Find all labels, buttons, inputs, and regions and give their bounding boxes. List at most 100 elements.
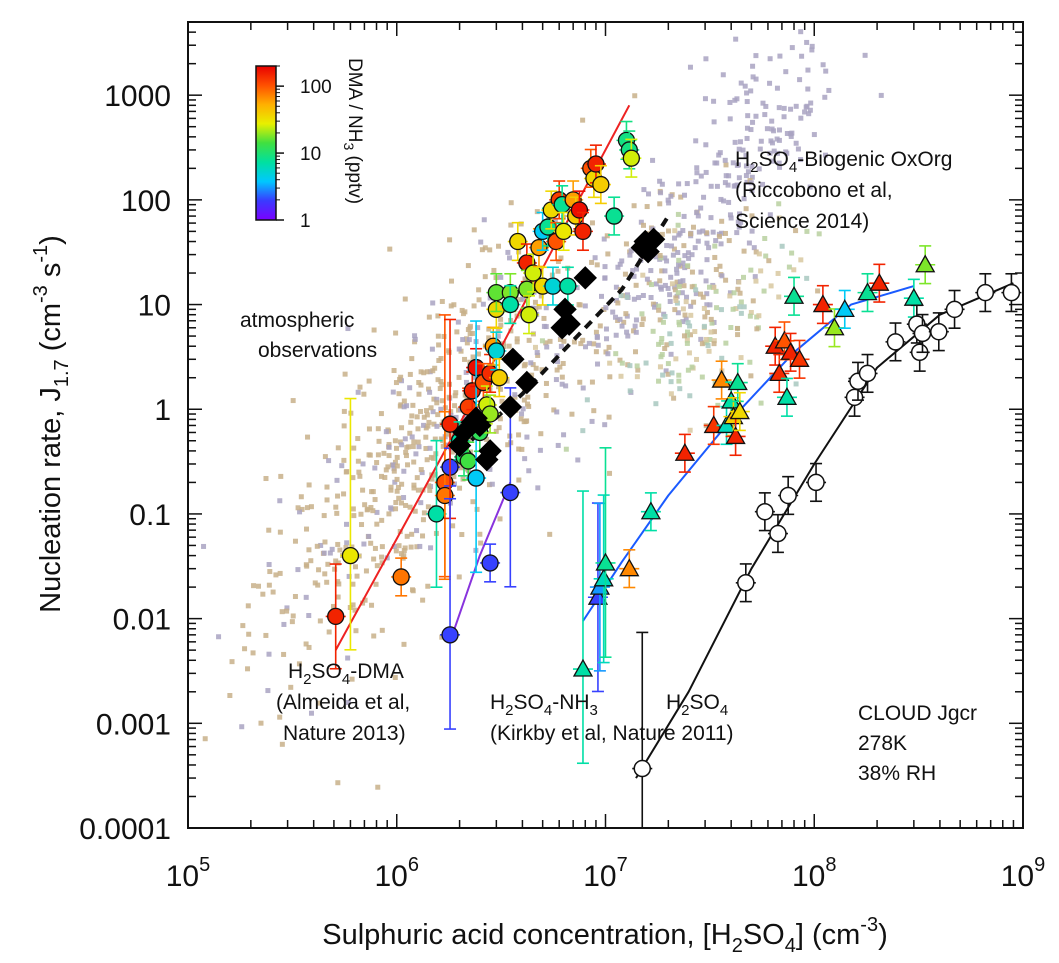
atmospheric-observation-point <box>757 146 763 152</box>
data-point-diamond <box>515 370 539 395</box>
atmospheric-observation-point <box>498 322 504 328</box>
atmospheric-observation-point <box>624 313 630 319</box>
atmospheric-observation-point <box>658 339 664 345</box>
atmospheric-observation-point <box>463 369 469 375</box>
atmospheric-observation-point <box>391 368 397 374</box>
atmospheric-observation-point <box>693 287 699 293</box>
atmospheric-observation-point <box>394 445 400 451</box>
atmospheric-observation-point <box>245 666 251 672</box>
atmospheric-observation-point <box>734 96 740 102</box>
atmospheric-observation-point <box>451 481 457 487</box>
atmospheric-observation-point <box>734 230 740 236</box>
atmospheric-observation-point <box>648 294 654 300</box>
atmospheric-observation-point <box>284 605 290 611</box>
atmospheric-observation-point <box>409 356 415 362</box>
atmospheric-observation-point <box>335 445 341 451</box>
atmospheric-observation-point <box>769 140 775 146</box>
atmospheric-observation-point <box>672 287 678 293</box>
atmospheric-observation-point <box>744 90 750 96</box>
data-point-triangle <box>729 401 750 420</box>
atmospheric-observation-point <box>676 322 682 328</box>
atmospheric-observation-point <box>392 438 398 444</box>
atmospheric-observation-point <box>657 317 663 323</box>
atmospheric-observation-point <box>396 391 402 397</box>
atmospheric-observation-point <box>414 544 420 550</box>
atmospheric-observation-point <box>735 286 741 292</box>
atmospheric-observation-point <box>481 217 487 223</box>
atmospheric-observation-point <box>401 641 407 647</box>
atmospheric-observation-point <box>444 431 450 437</box>
atmospheric-observation-point <box>456 574 462 580</box>
atmospheric-observation-point <box>760 181 766 187</box>
atmospheric-observation-point <box>541 315 547 321</box>
atmospheric-observation-point <box>680 278 686 284</box>
atmospheric-observation-point <box>521 419 527 425</box>
atmospheric-observation-point <box>633 349 639 355</box>
atmospheric-observation-point <box>374 563 380 569</box>
atmospheric-observation-point <box>676 284 682 290</box>
atmospheric-observation-point <box>662 268 668 274</box>
atmospheric-observation-point <box>383 467 389 473</box>
atmospheric-observation-point <box>418 500 424 506</box>
data-point-open-circle <box>1002 283 1021 302</box>
atmospheric-observation-point <box>351 513 357 519</box>
atmospheric-observation-point <box>547 531 553 537</box>
atmospheric-observation-point <box>675 290 681 296</box>
atmospheric-observation-point <box>361 541 367 547</box>
data-point-diamond <box>478 439 502 463</box>
atmospheric-observation-point <box>676 372 682 378</box>
atmospheric-observation-point <box>467 331 473 337</box>
atmospheric-observation-point <box>619 323 625 329</box>
atmospheric-observation-point <box>698 291 704 297</box>
atmospheric-observation-point <box>728 215 734 221</box>
atmospheric-observation-point <box>362 597 368 603</box>
h2so4-label: H2SO4 <box>666 691 728 719</box>
atmospheric-observation-point <box>698 173 704 179</box>
atmospheric-observation-point <box>693 138 699 144</box>
atmospheric-observation-point <box>539 338 545 344</box>
atmospheric-observation-point <box>402 296 408 302</box>
atmospheric-observation-point <box>776 294 782 300</box>
atmospheric-observation-point <box>266 562 272 568</box>
atmospheric-observation-point <box>229 659 235 665</box>
atmospheric-observation-point <box>516 249 522 255</box>
atmospheric-observation-point <box>345 700 351 706</box>
atmospheric-observation-point <box>696 229 702 235</box>
atmospheric-observation-point <box>746 240 752 246</box>
atmospheric-observation-point <box>516 446 522 452</box>
atmospheric-observation-point <box>756 166 762 172</box>
atmospheric-observation-point <box>688 231 694 237</box>
atmospheric-observation-point <box>711 98 717 104</box>
atmospheric-observation-point <box>591 408 597 414</box>
atmospheric-observation-point <box>682 265 688 271</box>
atmospheric-observation-point <box>516 477 522 483</box>
atmospheric-observation-point <box>432 365 438 371</box>
atmospheric-observation-point <box>357 384 363 390</box>
atmospheric-observation-point <box>459 532 465 538</box>
data-point-triangle <box>727 372 748 391</box>
atmospheric-observation-point <box>601 236 607 242</box>
atmospheric-observation-point <box>750 119 756 125</box>
atmospheric-observation-point <box>689 284 695 290</box>
atmospheric-observation-point <box>775 150 781 156</box>
data-point-circle <box>341 546 360 565</box>
data-point-triangle <box>640 501 662 520</box>
atmospheric-observation-point <box>350 475 356 481</box>
atmospheric-observation-point <box>396 543 402 549</box>
atmospheric-observation-point <box>650 301 656 307</box>
data-point-triangle <box>721 390 742 409</box>
atmospheric-observation-point <box>716 152 722 158</box>
atmospheric-observation-point <box>633 282 639 288</box>
atmospheric-observation-point <box>409 531 415 537</box>
atmospheric-observation-point <box>589 379 595 385</box>
atmospheric-observation-point <box>777 53 783 59</box>
atmospheric-observation-point <box>754 326 760 332</box>
atmospheric-observation-point <box>561 432 567 438</box>
atmospheric-observation-point <box>479 247 485 253</box>
atmospheric-observation-point <box>680 306 686 312</box>
atmospheric-observation-point <box>816 231 822 237</box>
data-point-open-circle <box>945 300 964 319</box>
atmospheric-observation-point <box>394 476 400 482</box>
atmospheric-observation-point <box>512 392 518 398</box>
data-point-triangle <box>903 287 924 306</box>
